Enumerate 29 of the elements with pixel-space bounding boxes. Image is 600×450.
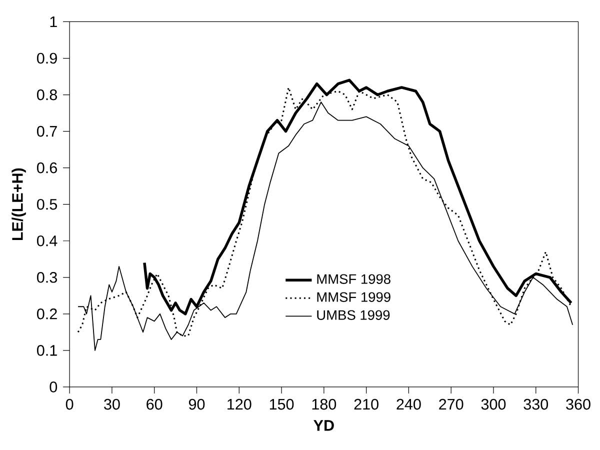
y-tick-label: 0.4	[37, 235, 58, 246]
x-tick-label: 330	[524, 398, 548, 410]
legend-label: UMBS 1999	[317, 310, 390, 320]
y-tick-label: 1	[50, 16, 57, 27]
y-tick-label: 0.8	[37, 89, 57, 100]
x-tick-label: 120	[228, 398, 252, 410]
x-tick-label: 360	[566, 398, 590, 410]
x-tick-label: 150	[270, 398, 294, 410]
x-tick-label: 180	[312, 398, 336, 410]
x-tick-label: 60	[146, 398, 162, 410]
x-tick-label: 0	[66, 398, 74, 410]
legend-label: MMSF 1999	[317, 292, 390, 302]
x-tick-label: 240	[396, 398, 421, 410]
y-tick-label: 0.6	[37, 162, 57, 174]
y-axis-title: LE/(LE+H)	[12, 168, 26, 240]
x-tick-label: 90	[188, 398, 205, 410]
x-axis-title: YD	[314, 420, 334, 431]
y-tick-label: 0.1	[37, 345, 57, 356]
y-tick-label: 0.9	[37, 52, 57, 64]
x-tick-label: 270	[439, 398, 464, 410]
x-tick-label: 300	[481, 398, 506, 410]
y-tick-label: 0.2	[37, 308, 57, 320]
y-tick-label: 0.7	[37, 126, 57, 137]
y-tick-label: 0.3	[37, 272, 57, 283]
y-tick-label: 0	[50, 382, 58, 392]
legend-label: MMSF 1998	[317, 274, 390, 284]
y-tick-label: 0.5	[37, 198, 58, 210]
x-tick-label: 210	[354, 398, 378, 410]
x-tick-label: 30	[104, 398, 120, 410]
